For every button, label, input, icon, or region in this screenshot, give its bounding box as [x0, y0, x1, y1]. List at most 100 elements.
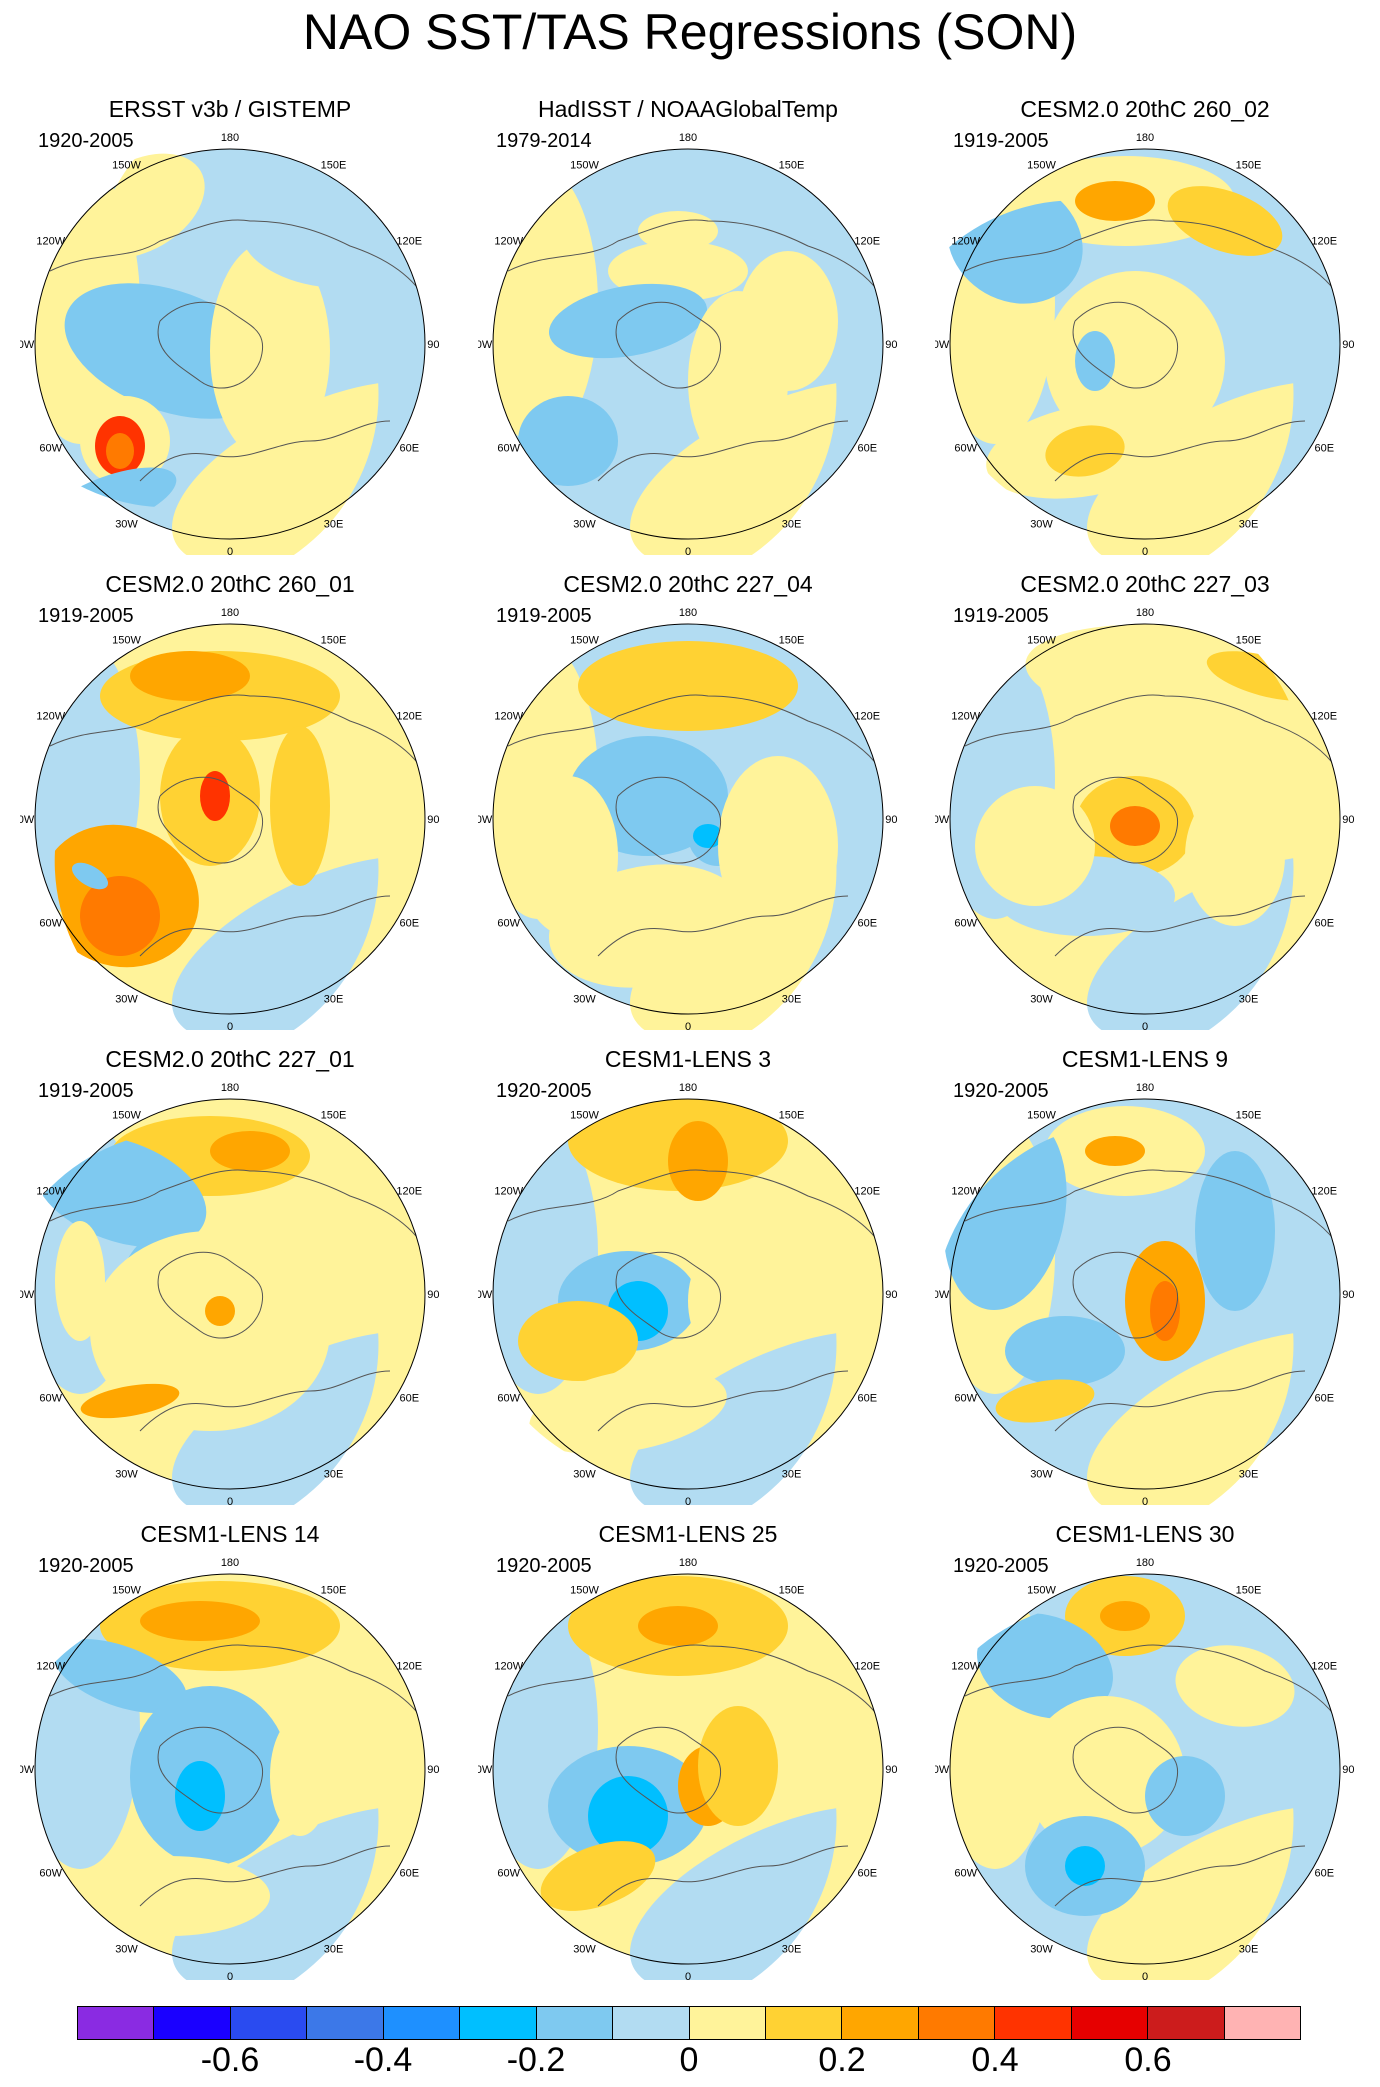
longitude-label: 150W: [570, 1585, 599, 1597]
map-panel: HadISST / NOAAGlobalTemp 1979-2014 180 15…: [478, 95, 898, 555]
longitude-label: 60E: [399, 1868, 419, 1880]
longitude-label: 180: [679, 132, 697, 144]
anomaly-region: [698, 1706, 778, 1826]
longitude-label: 90W: [478, 814, 493, 826]
coastline: [507, 219, 879, 292]
longitude-label: 60W: [497, 1868, 520, 1880]
longitude-label: 150W: [1027, 1110, 1056, 1122]
coastline: [507, 694, 879, 767]
longitude-label: 150E: [779, 1585, 805, 1597]
coastline: [507, 1644, 879, 1717]
longitude-label: 150E: [321, 1585, 347, 1597]
map-panel: CESM2.0 20thC 260_01 1919-2005 180 150E 12…: [20, 570, 440, 1030]
coastline: [964, 1644, 1336, 1717]
coastline: [1072, 1251, 1179, 1339]
longitude-label: 180: [1136, 607, 1154, 619]
anomaly-region: [1185, 786, 1285, 926]
anomaly-region: [175, 1761, 225, 1831]
map-panel: CESM2.0 20thC 260_02 1919-2005 180 150E 12…: [935, 95, 1355, 555]
longitude-label: 60E: [857, 1868, 877, 1880]
colorbar-swatch: [460, 2006, 537, 2040]
map-panel: CESM2.0 20thC 227_01 1919-2005 180 150E 12…: [20, 1045, 440, 1505]
panel-title: CESM2.0 20thC 227_03: [1020, 571, 1270, 597]
colorbar-swatch: [842, 2006, 919, 2040]
anomaly-region: [738, 251, 838, 391]
longitude-label: 90W: [20, 814, 35, 826]
anomaly-region: [638, 211, 718, 251]
colorbar-swatch: [918, 2006, 996, 2040]
longitude-label: 60W: [954, 1393, 977, 1405]
panel-years: 1919-2005: [496, 605, 592, 627]
polar-map: 180 150E 120E 90E 60E 30E 0 30W 60W 90W 120W 150W: [935, 607, 1355, 1030]
coastline: [157, 776, 264, 864]
map-panel: CESM2.0 20thC 227_03 1919-2005 180 150E 12…: [935, 570, 1355, 1030]
anomaly-region: [1145, 1756, 1225, 1836]
coastline: [615, 776, 722, 864]
longitude-label: 90W: [935, 1764, 950, 1776]
coastline: [1054, 1845, 1306, 1907]
map-panel: CESM1-LENS 9 1920-2005 180 150E 120E 90E 60E…: [935, 1045, 1355, 1505]
longitude-label: 60E: [1314, 918, 1334, 930]
coastline: [507, 1169, 879, 1242]
longitude-label: 120E: [1311, 1186, 1337, 1198]
longitude-label: 30W: [115, 1468, 138, 1480]
longitude-label: 120W: [36, 236, 65, 248]
longitude-label: 180: [679, 1082, 697, 1094]
anomaly-region: [548, 864, 748, 988]
panel-title: CESM1-LENS 9: [1061, 1046, 1229, 1072]
longitude-label: 150E: [779, 635, 805, 647]
colorbar-swatch: [383, 2006, 461, 2040]
coastline: [615, 1726, 722, 1814]
map-border: [492, 148, 884, 540]
colorbar-swatch: [995, 2006, 1072, 2040]
colorbar-label: 0: [679, 2041, 699, 2079]
panel-years: 1979-2014: [496, 130, 592, 152]
longitude-label: 90E: [427, 1289, 440, 1301]
polar-map: 180 150E 120E 90E 60E 30E 0 30W 60W 90W 120W 150W: [935, 132, 1355, 555]
longitude-label: 90E: [885, 1764, 898, 1776]
coastline: [49, 1644, 421, 1717]
coastline: [49, 219, 421, 292]
panel-years: 1919-2005: [38, 1080, 134, 1102]
longitude-label: 150E: [321, 635, 347, 647]
panel-years: 1920-2005: [953, 1555, 1049, 1577]
longitude-label: 60W: [39, 1393, 62, 1405]
longitude-label: 150W: [570, 1110, 599, 1122]
map-panel: CESM1-LENS 25 1920-2005 180 150E 120E 90E 60…: [478, 1520, 898, 1980]
longitude-label: 90W: [935, 1289, 950, 1301]
anomaly-region: [210, 241, 330, 461]
map-border: [34, 623, 426, 1015]
anomaly-region: [588, 1776, 668, 1856]
longitude-label: 150E: [321, 1110, 347, 1122]
longitude-label: 0: [685, 1496, 691, 1505]
anomaly-region: [1167, 186, 1283, 256]
longitude-label: 120W: [494, 711, 523, 723]
longitude-label: 0: [685, 546, 691, 555]
longitude-label: 0: [1142, 1021, 1148, 1030]
longitude-label: 90E: [427, 814, 440, 826]
colorbar-swatch: [1071, 2006, 1149, 2040]
colorbar-label: 0.6: [1124, 2041, 1172, 2079]
longitude-label: 30W: [115, 1943, 138, 1955]
anomaly-region: [975, 786, 1095, 906]
longitude-label: 120E: [1311, 1661, 1337, 1673]
map-border: [492, 1573, 884, 1965]
anomaly-region: [1075, 181, 1155, 221]
coastline: [139, 1845, 391, 1907]
longitude-label: 120E: [396, 711, 422, 723]
map-panel: CESM1-LENS 3 1920-2005 180 150E 120E 90E 60E…: [478, 1045, 898, 1505]
anomaly-region: [518, 1301, 638, 1381]
coastline: [597, 1370, 849, 1432]
longitude-label: 60W: [497, 443, 520, 455]
longitude-label: 120E: [396, 1661, 422, 1673]
longitude-label: 30W: [573, 1468, 596, 1480]
polar-map: 180 150E 120E 90E 60E 30E 0 30W 60W 90W 120W 150W: [478, 132, 898, 555]
longitude-label: 30E: [1239, 1468, 1259, 1480]
anomaly-region: [270, 726, 330, 886]
anomaly-region: [518, 396, 618, 486]
anomaly-region: [1045, 425, 1125, 477]
polar-map: 180 150E 120E 90E 60E 30E 0 30W 60W 90W 120W 150W: [478, 1557, 898, 1980]
panel-title: CESM2.0 20thC 227_01: [105, 1046, 355, 1072]
longitude-label: 30W: [1030, 1468, 1053, 1480]
anomaly-region: [1075, 331, 1115, 391]
